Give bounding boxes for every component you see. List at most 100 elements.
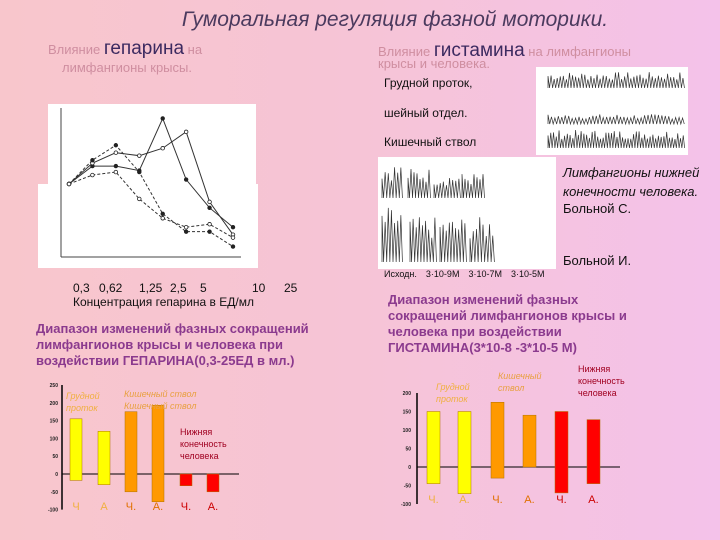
y-tick-label: 200 [403,391,412,397]
label-intestinal: Кишечный ствол [384,135,477,149]
legend-label: конечность [180,439,227,449]
x-tick-label: 10 [252,281,266,295]
category-label: Ч. [492,494,502,506]
contraction-trace [439,219,467,263]
category-label: А [100,501,108,513]
legend-label: конечность [578,376,625,386]
summary-line: человека при воздействии [388,324,562,339]
contraction-trace [381,207,403,263]
legend-label: Нижняя [578,364,610,374]
bar [151,405,165,503]
series-line [68,144,234,247]
x-tick-label: 2,5 [170,281,187,295]
y-tick-label: -50 [404,484,411,490]
x-tick-label: 0,62 [99,281,123,295]
label-thoracic-duct: Грудной проток, [384,76,473,90]
bar [490,402,505,479]
contraction-trace [381,167,403,199]
caption-line: Лимфангионы нижней [563,165,700,180]
legend-label: Кишечный ствол [124,401,196,411]
category-label: Ч [72,501,79,513]
heading-text: на лимфангионы [524,44,631,59]
heparin-subheading: лимфангионы крысы. [62,60,192,75]
bar [426,411,441,484]
heading-text: Влияние [48,42,104,57]
contraction-trace [409,217,437,263]
category-label: Ч. [181,501,191,513]
data-point [230,244,236,249]
data-point [230,235,236,240]
data-point [160,211,165,216]
histamine-heading: Влияние гистамина на лимфангионы [378,40,631,62]
y-tick-label: 0 [408,465,411,471]
bar [586,419,601,484]
trace-label: 3·10-9М [425,269,460,279]
summary-line: Диапазон изменений фазных сокращений [36,321,309,336]
legend-label: ствол [498,383,524,393]
trace-labels: Исходн. 3·10-9М 3·10-7М 3·10-5М [384,269,545,279]
summary-line: ГИСТАМИНА(3*10-8 -3*10-5 М) [388,340,577,355]
legend-label: Кишечный [498,371,542,381]
category-label: Ч. [126,501,136,513]
y-tick-label: -50 [51,490,58,496]
y-tick-label: -100 [401,502,411,508]
x-tick-label: 5 [200,281,207,295]
data-point [207,229,212,234]
x-tick-label: 1,25 [139,281,163,295]
contraction-trace [433,177,461,199]
human-trace-image [378,157,556,269]
summary-line: Диапазон изменений фазных [388,292,579,307]
data-point [183,224,189,230]
bar [179,473,193,486]
data-point [137,196,142,202]
data-point [137,169,142,175]
legend-label: Нижняя [180,427,212,437]
data-point [113,150,119,155]
histamine-subheading: крысы и человека. [378,56,490,71]
heading-keyword: гистамина [433,40,525,61]
legend-label: Грудной [66,391,100,401]
legend-label: человека [180,451,219,461]
legend-label: Грудной [436,382,470,392]
y-tick-label: 150 [50,419,59,425]
legend-label: проток [436,394,468,404]
line-chart-image-part [38,184,258,268]
trace-label: 3·10-7М [468,269,502,279]
bar [522,414,537,468]
caption-line: конечности человека. [563,184,699,199]
trace-label: Исходн. [384,269,417,279]
heading-keyword: гепарина [103,38,185,59]
data-point [183,229,189,234]
bar [554,411,569,494]
legend-label: Кишечный ствол [124,389,196,399]
y-tick-label: 250 [50,383,59,389]
y-tick-label: -100 [48,508,58,514]
data-point [183,129,189,135]
data-point [113,169,119,175]
summary-line: лимфангионов крысы и человека при [36,337,283,352]
page-title: Гуморальная регуляция фазной моторики. [181,8,609,31]
data-point [160,146,165,151]
patient-s: Больной С. [563,201,632,216]
patient-i: Больной И. [563,253,632,268]
legend-label: человека [578,388,617,398]
legend-label: проток [66,403,98,413]
contraction-trace [461,174,485,199]
bar [97,431,111,485]
y-tick-label: 200 [50,401,59,407]
bar [457,411,472,494]
x-tick-label: 0,3 [73,281,90,295]
category-label: Ч. [556,494,566,506]
contraction-trace [407,169,431,199]
data-point [207,205,212,211]
y-tick-label: 150 [403,410,412,416]
bar [69,418,83,481]
data-point [66,181,72,187]
contraction-trace [469,217,495,263]
series-line [68,117,234,228]
heading-text: Влияние [378,44,434,59]
